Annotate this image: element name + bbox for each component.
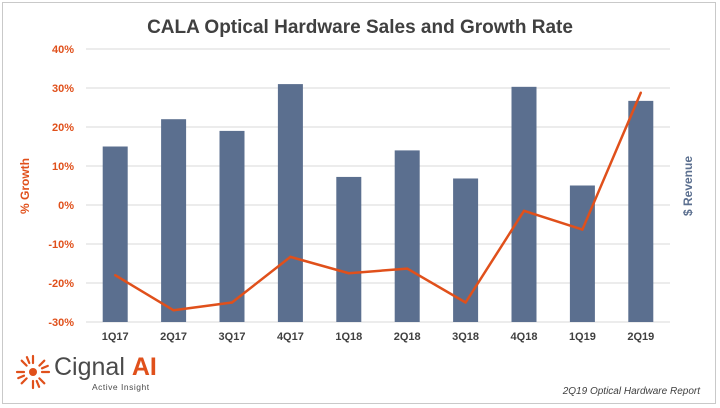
growth-point [639,91,642,94]
y-axis-label-right: $ Revenue [681,156,695,216]
revenue-bar [336,176,362,322]
revenue-bar [628,100,654,323]
growth-point [581,228,584,231]
revenue-bar [277,84,303,322]
y-axis-ticks: 40% 30% 20% 10% 0% -10% -20% -30% [48,44,74,329]
x-tick-label: 1Q19 [569,331,596,343]
growth-point [114,274,117,277]
report-footnote: 2Q19 Optical Hardware Report [562,386,700,397]
x-axis-ticks: 1Q17 2Q17 3Q17 4Q17 1Q18 2Q18 3Q18 4Q18 1Q19 2Q19 [102,331,655,343]
y-tick-label: -30% [48,317,74,329]
y-tick-label: 40% [52,44,74,56]
revenue-bar [394,150,420,322]
revenue-bar [511,86,537,322]
growth-point [406,267,409,270]
revenue-bars [102,84,654,323]
growth-point [289,255,292,259]
x-tick-label: 3Q18 [452,331,479,343]
growth-point [230,301,234,304]
growth-point [172,309,175,312]
y-tick-label: 0% [58,200,74,212]
chart-title: CALA Optical Hardware Sales and Growth R… [147,17,573,38]
revenue-bar [102,146,128,322]
growth-point [522,209,526,213]
logo-tagline: Active Insight [92,382,150,392]
company-logo: Cignal AI Active Insight [14,349,184,397]
growth-point [347,272,350,275]
y-tick-label: 20% [52,122,74,134]
logo-wordmark: Cignal AI [54,353,157,382]
x-tick-label: 4Q17 [277,331,304,343]
y-tick-label: -20% [48,278,74,290]
x-tick-label: 1Q18 [335,331,362,343]
x-tick-label: 2Q18 [394,331,421,343]
logo-name: Cignal [54,353,125,381]
sunburst-icon [15,354,51,390]
growth-line [114,91,642,312]
revenue-bar [161,119,187,322]
logo-ai: AI [131,353,157,381]
x-tick-label: 2Q17 [160,331,187,343]
y-tick-label: 30% [52,83,74,95]
growth-line-path [114,92,642,312]
revenue-bar [219,130,245,322]
x-tick-label: 2Q19 [627,331,654,343]
growth-point [464,301,467,304]
y-tick-label: 10% [52,161,74,173]
x-tick-label: 3Q17 [219,331,246,343]
y-axis-label-left: % Growth [18,158,32,214]
x-tick-label: 1Q17 [102,331,129,343]
y-tick-label: -10% [48,239,74,251]
x-tick-label: 4Q18 [511,331,538,343]
